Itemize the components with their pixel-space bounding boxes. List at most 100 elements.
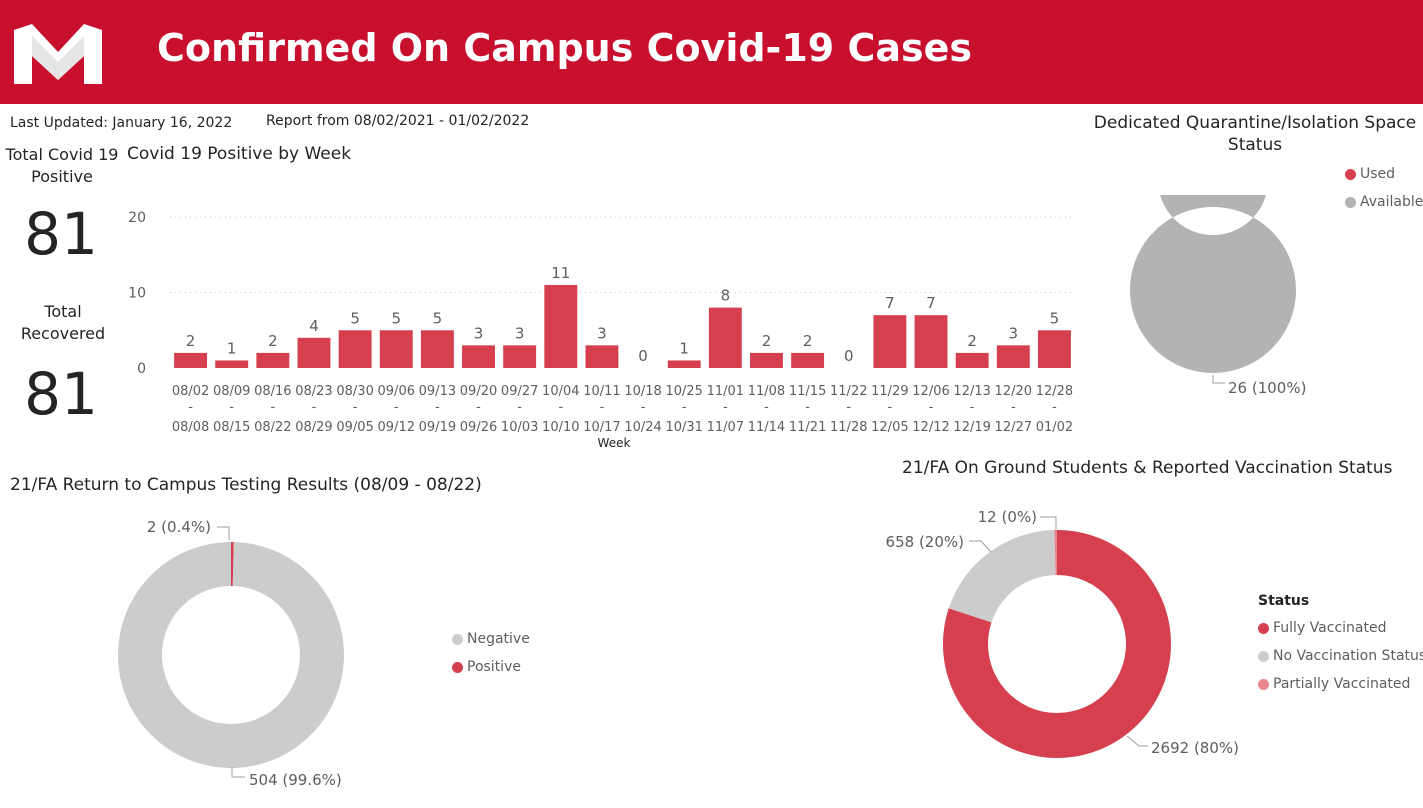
x-tick-separator: - [805, 400, 810, 415]
donut-slice [118, 542, 345, 768]
y-tick-label: 20 [128, 210, 146, 226]
legend-item-partially-vaccinated[interactable]: Partially Vaccinated [1258, 670, 1423, 698]
data-label-leader [1040, 516, 1057, 530]
quarantine-chart-title: Dedicated Quarantine/Isolation Space Sta… [1093, 113, 1417, 155]
x-tick-label: 10/18 [624, 384, 661, 399]
bar [297, 337, 331, 368]
data-label: 2 [268, 332, 278, 350]
data-label: 4 [309, 317, 319, 335]
x-tick-label: 09/20 [460, 384, 497, 399]
x-tick-label: 11/29 [871, 384, 908, 399]
bar [750, 352, 783, 368]
x-tick-separator: - [641, 400, 646, 415]
x-tick-label: 09/26 [460, 420, 497, 435]
data-label: 0 [638, 347, 648, 365]
total-positive-label: Total Covid 19 Positive [5, 145, 119, 186]
total-recovered-value: 81 [24, 360, 98, 428]
x-tick-label: 08/22 [254, 420, 291, 435]
legend-label-available: Available [1360, 194, 1423, 210]
x-tick-label: 08/23 [295, 384, 332, 399]
page-title: Confirmed On Campus Covid-19 Cases [157, 26, 972, 70]
bar [708, 307, 742, 368]
data-label-leader [969, 540, 992, 553]
x-tick-label: 11/15 [789, 384, 826, 399]
bar [791, 352, 825, 368]
x-tick-separator: - [353, 400, 358, 415]
bar [462, 345, 495, 368]
data-label-leader [217, 526, 230, 540]
legend-dot-no-vaccination-status [1258, 650, 1269, 662]
x-tick-separator: - [888, 400, 893, 415]
legend-dot-available [1345, 196, 1356, 208]
x-tick-label: 08/09 [213, 384, 250, 399]
legend-label-positive: Positive [467, 659, 521, 675]
x-tick-separator: - [435, 400, 440, 415]
bar [544, 284, 578, 368]
legend-dot-partially-vaccinated [1258, 678, 1269, 690]
bar [914, 315, 948, 368]
data-label: 8 [721, 287, 731, 305]
x-tick-label: 08/16 [254, 384, 291, 399]
testing-chart-title: 21/FA Return to Campus Testing Results (… [10, 475, 482, 495]
m-logo-icon [14, 24, 102, 84]
data-label: 2 [967, 332, 977, 350]
bar [667, 360, 701, 368]
x-tick-separator: - [229, 400, 234, 415]
legend-title-status: Status [1258, 593, 1310, 609]
bar [379, 330, 413, 368]
x-tick-label: 10/03 [501, 420, 538, 435]
data-label: 5 [433, 309, 443, 327]
data-label: 2 (0.4%) [147, 518, 211, 536]
legend-dot-fully-vaccinated [1258, 622, 1269, 634]
x-tick-label: 09/12 [378, 420, 415, 435]
x-tick-label: 10/31 [665, 420, 702, 435]
legend-label-negative: Negative [467, 631, 530, 647]
x-tick-separator: - [764, 400, 769, 415]
x-tick-label: 10/25 [665, 384, 702, 399]
x-axis-title: Week [598, 436, 631, 450]
bar [503, 345, 537, 368]
data-label-leader [1212, 375, 1225, 384]
x-tick-label: 12/12 [912, 420, 949, 435]
data-label: 658 (20%) [886, 533, 964, 551]
data-label: 3 [597, 324, 607, 342]
donut-slice [1130, 195, 1296, 373]
legend-item-fully-vaccinated[interactable]: Fully Vaccinated [1258, 614, 1423, 642]
x-tick-label: 01/02 [1036, 420, 1073, 435]
legend-item-available[interactable]: Available [1345, 188, 1423, 216]
x-tick-separator: - [1011, 400, 1016, 415]
data-label-leader [1126, 735, 1148, 747]
data-label: 11 [551, 264, 570, 282]
data-label: 3 [474, 324, 484, 342]
x-tick-separator: - [600, 400, 605, 415]
x-tick-label: 12/20 [995, 384, 1032, 399]
legend-item-used[interactable]: Used [1345, 160, 1423, 188]
y-tick-label: 10 [128, 286, 146, 302]
x-tick-label: 09/05 [336, 420, 373, 435]
legend-item-positive[interactable]: Positive [452, 653, 530, 681]
x-tick-separator: - [723, 400, 728, 415]
legend-label-used: Used [1360, 166, 1396, 182]
x-tick-separator: - [682, 400, 687, 415]
data-label: 2 [762, 332, 772, 350]
x-tick-label: 12/28 [1036, 384, 1073, 399]
data-label: 504 (99.6%) [249, 771, 342, 789]
data-label: 2692 (80%) [1151, 739, 1239, 757]
legend-item-negative[interactable]: Negative [452, 625, 530, 653]
bar [996, 345, 1030, 368]
last-updated-text: Last Updated: January 16, 2022 [10, 115, 233, 131]
legend-dot-positive [452, 661, 463, 673]
x-tick-label: 09/19 [419, 420, 456, 435]
x-tick-separator: - [846, 400, 851, 415]
bar [215, 360, 249, 368]
data-label: 1 [227, 339, 237, 357]
x-tick-label: 08/08 [172, 420, 209, 435]
header-banner: Confirmed On Campus Covid-19 Cases [0, 0, 1423, 104]
data-label: 2 [803, 332, 813, 350]
legend-dot-negative [452, 633, 463, 645]
x-tick-separator: - [517, 400, 522, 415]
x-tick-separator: - [270, 400, 275, 415]
legend-item-no-vaccination-status[interactable]: No Vaccination Status [1258, 642, 1423, 670]
x-tick-separator: - [476, 400, 481, 415]
testing-legend: Negative Positive [452, 625, 530, 681]
